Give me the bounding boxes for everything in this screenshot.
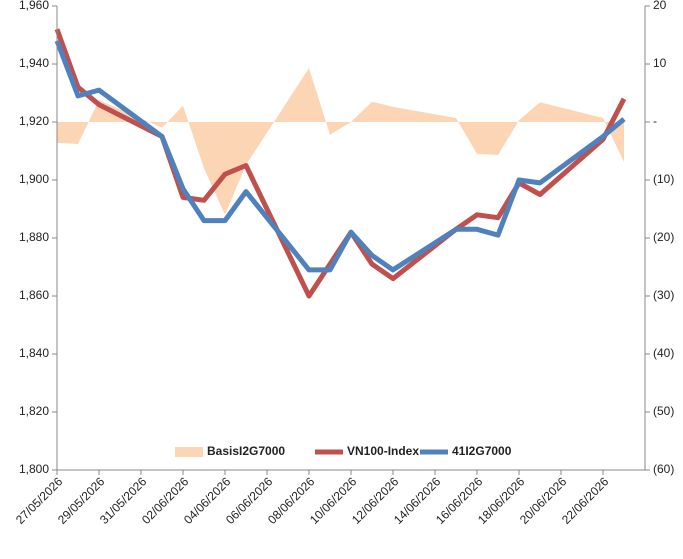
- y-tick-label: 1,960: [19, 0, 49, 12]
- y-tick-label: 1,800: [19, 462, 49, 476]
- y2-tick-label: (50): [653, 404, 674, 418]
- y-tick-label: 1,920: [19, 114, 49, 128]
- legend-entry: 41I2G7000: [420, 444, 512, 458]
- series-line: [54, 39, 626, 273]
- y2-tick-label: 10: [653, 56, 667, 70]
- y2-tick-label: (30): [653, 288, 674, 302]
- legend-entry: BasisI2G7000: [175, 444, 285, 458]
- legend-entry: VN100-Index: [315, 444, 419, 458]
- legend-label: BasisI2G7000: [207, 444, 285, 458]
- y2-tick-label: -: [653, 114, 657, 128]
- y-tick-label: 1,820: [19, 404, 49, 418]
- legend-swatch: [175, 447, 203, 457]
- y2-tick-label: 20: [653, 0, 667, 12]
- y2-tick-label: (20): [653, 230, 674, 244]
- y-tick-label: 1,880: [19, 230, 49, 244]
- legend-label: VN100-Index: [347, 444, 419, 458]
- y-tick-label: 1,840: [19, 346, 49, 360]
- y2-tick-label: (40): [653, 346, 674, 360]
- y-tick-label: 1,940: [19, 56, 49, 70]
- y-tick-label: 1,860: [19, 288, 49, 302]
- y2-tick-label: (10): [653, 172, 674, 186]
- legend-label: 41I2G7000: [452, 444, 512, 458]
- y2-tick-label: (60): [653, 462, 674, 476]
- y-tick-label: 1,900: [19, 172, 49, 186]
